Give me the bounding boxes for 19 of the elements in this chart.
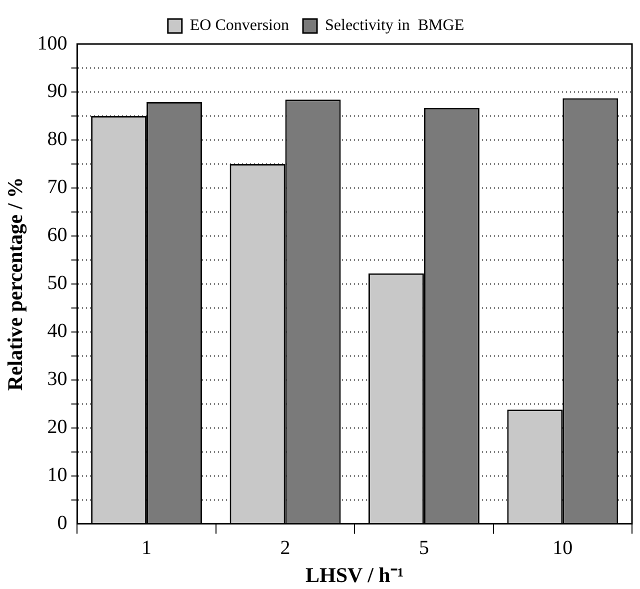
y-tick-label: 20 (47, 416, 68, 438)
y-tick-label: 40 (47, 320, 68, 342)
legend-label: EO Conversion (190, 17, 290, 34)
x-tick-label: 2 (280, 537, 290, 560)
y-tick-label: 100 (37, 32, 68, 54)
y-tick-label: 10 (47, 464, 68, 486)
x-axis-title: LHSV / h⁻¹ (306, 562, 404, 587)
x-tick-label: 5 (418, 537, 429, 560)
legend-label: Selectivity in BMGE (325, 17, 464, 34)
y-tick-label: 30 (47, 368, 68, 390)
x-tick-label: 10 (552, 537, 573, 560)
y-tick-label: 50 (47, 272, 68, 294)
y-axis-title: Relative percentage / % (3, 177, 28, 391)
y-tick-label: 80 (47, 128, 68, 150)
y-tick-label: 90 (47, 80, 68, 102)
y-tick-label: 0 (57, 512, 68, 534)
y-tick-label: 70 (47, 176, 68, 198)
y-tick-label: 60 (47, 224, 68, 246)
x-tick-label: 1 (142, 537, 152, 560)
